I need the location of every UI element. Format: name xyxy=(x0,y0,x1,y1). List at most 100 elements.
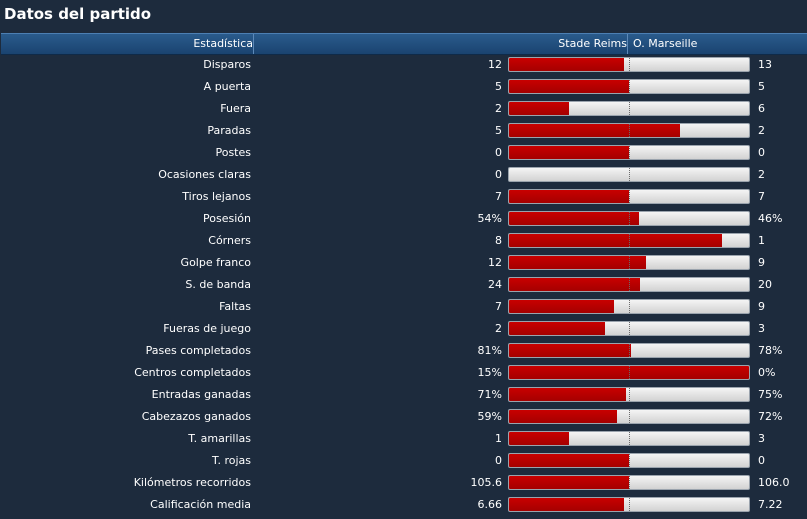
away-value: 0 xyxy=(758,454,765,467)
comparison-bar xyxy=(508,79,750,94)
home-bar-fill xyxy=(509,80,629,93)
stat-label: A puerta xyxy=(203,80,251,93)
stat-label: Cabezazos ganados xyxy=(141,410,251,423)
home-bar-fill xyxy=(509,190,629,203)
stat-row: Paradas 5 2 xyxy=(0,120,807,142)
bar-midline xyxy=(629,498,630,511)
stat-row: Fuera 2 6 xyxy=(0,98,807,120)
home-value: 5 xyxy=(495,80,502,93)
away-value: 3 xyxy=(758,432,765,445)
away-value: 7.22 xyxy=(758,498,783,511)
stat-row: Córners 8 1 xyxy=(0,230,807,252)
stat-label: Ocasiones claras xyxy=(158,168,251,181)
comparison-bar xyxy=(508,167,750,182)
away-value: 3 xyxy=(758,322,765,335)
home-bar-fill xyxy=(509,212,639,225)
header-away-team[interactable]: O. Marseille xyxy=(633,37,698,50)
bar-midline xyxy=(629,212,630,225)
bar-midline xyxy=(629,300,630,313)
bar-midline xyxy=(629,388,630,401)
home-value: 12 xyxy=(488,256,502,269)
home-bar-fill xyxy=(509,454,629,467)
comparison-bar xyxy=(508,409,750,424)
stat-label: Centros completados xyxy=(134,366,251,379)
bar-midline xyxy=(629,256,630,269)
home-value: 0 xyxy=(495,168,502,181)
bar-midline xyxy=(629,168,630,181)
away-value: 7 xyxy=(758,190,765,203)
away-value: 13 xyxy=(758,58,772,71)
stat-row: Kilómetros recorridos 105.6 106.0 xyxy=(0,472,807,494)
home-value: 24 xyxy=(488,278,502,291)
stat-row: A puerta 5 5 xyxy=(0,76,807,98)
home-bar-fill xyxy=(509,388,626,401)
home-value: 8 xyxy=(495,234,502,247)
table-header: Estadística Stade Reims O. Marseille xyxy=(1,33,807,55)
header-home-team[interactable]: Stade Reims xyxy=(254,34,628,54)
stat-row: T. amarillas 1 3 xyxy=(0,428,807,450)
stat-label: Posesión xyxy=(203,212,251,225)
home-bar-fill xyxy=(509,410,617,423)
home-value: 6.66 xyxy=(477,498,503,511)
away-value: 20 xyxy=(758,278,772,291)
stat-row: Centros completados 15% 0% xyxy=(0,362,807,384)
stat-label: Kilómetros recorridos xyxy=(133,476,251,489)
header-stat[interactable]: Estadística xyxy=(1,34,254,54)
stat-label: Pases completados xyxy=(145,344,251,357)
comparison-bar xyxy=(508,387,750,402)
comparison-bar xyxy=(508,57,750,72)
home-value: 2 xyxy=(495,322,502,335)
home-bar-fill xyxy=(509,322,605,335)
comparison-bar xyxy=(508,431,750,446)
stat-label: Entradas ganadas xyxy=(151,388,251,401)
home-bar-fill xyxy=(509,146,629,159)
bar-midline xyxy=(629,344,630,357)
away-value: 0% xyxy=(758,366,776,379)
away-value: 6 xyxy=(758,102,765,115)
home-bar-fill xyxy=(509,476,629,489)
home-bar-fill xyxy=(509,300,614,313)
bar-midline xyxy=(629,432,630,445)
away-value: 5 xyxy=(758,80,765,93)
away-value: 75% xyxy=(758,388,783,401)
away-value: 2 xyxy=(758,168,765,181)
stat-label: Faltas xyxy=(219,300,251,313)
home-bar-fill xyxy=(509,102,569,115)
bar-midline xyxy=(629,80,630,93)
away-value: 78% xyxy=(758,344,783,357)
home-bar-fill xyxy=(509,344,632,357)
bar-midline xyxy=(629,234,630,247)
comparison-bar xyxy=(508,299,750,314)
comparison-bar xyxy=(508,475,750,490)
stat-row: Fueras de juego 2 3 xyxy=(0,318,807,340)
stat-label: S. de banda xyxy=(185,278,251,291)
comparison-bar xyxy=(508,365,750,380)
home-value: 71% xyxy=(477,388,502,401)
home-value: 105.6 xyxy=(470,476,503,489)
comparison-bar xyxy=(508,497,750,512)
away-value: 0 xyxy=(758,146,765,159)
stat-row: Calificación media 6.66 7.22 xyxy=(0,494,807,516)
home-bar-fill xyxy=(509,58,625,71)
stat-row: Posesión 54% 46% xyxy=(0,208,807,230)
stat-row: Ocasiones claras 0 2 xyxy=(0,164,807,186)
home-value: 7 xyxy=(495,300,502,313)
away-value: 46% xyxy=(758,212,783,225)
comparison-bar xyxy=(508,453,750,468)
home-bar-fill xyxy=(509,498,625,511)
bar-midline xyxy=(629,146,630,159)
comparison-bar xyxy=(508,277,750,292)
home-value: 59% xyxy=(477,410,502,423)
home-value: 0 xyxy=(495,146,502,159)
stat-label: Golpe franco xyxy=(180,256,251,269)
home-value: 7 xyxy=(495,190,502,203)
stat-row: S. de banda 24 20 xyxy=(0,274,807,296)
comparison-bar xyxy=(508,343,750,358)
away-value: 1 xyxy=(758,234,765,247)
away-value: 9 xyxy=(758,300,765,313)
page-title: Datos del partido xyxy=(4,5,152,23)
comparison-bar xyxy=(508,211,750,226)
away-value: 106.0 xyxy=(758,476,790,489)
stat-label: Postes xyxy=(215,146,251,159)
bar-midline xyxy=(629,366,630,379)
